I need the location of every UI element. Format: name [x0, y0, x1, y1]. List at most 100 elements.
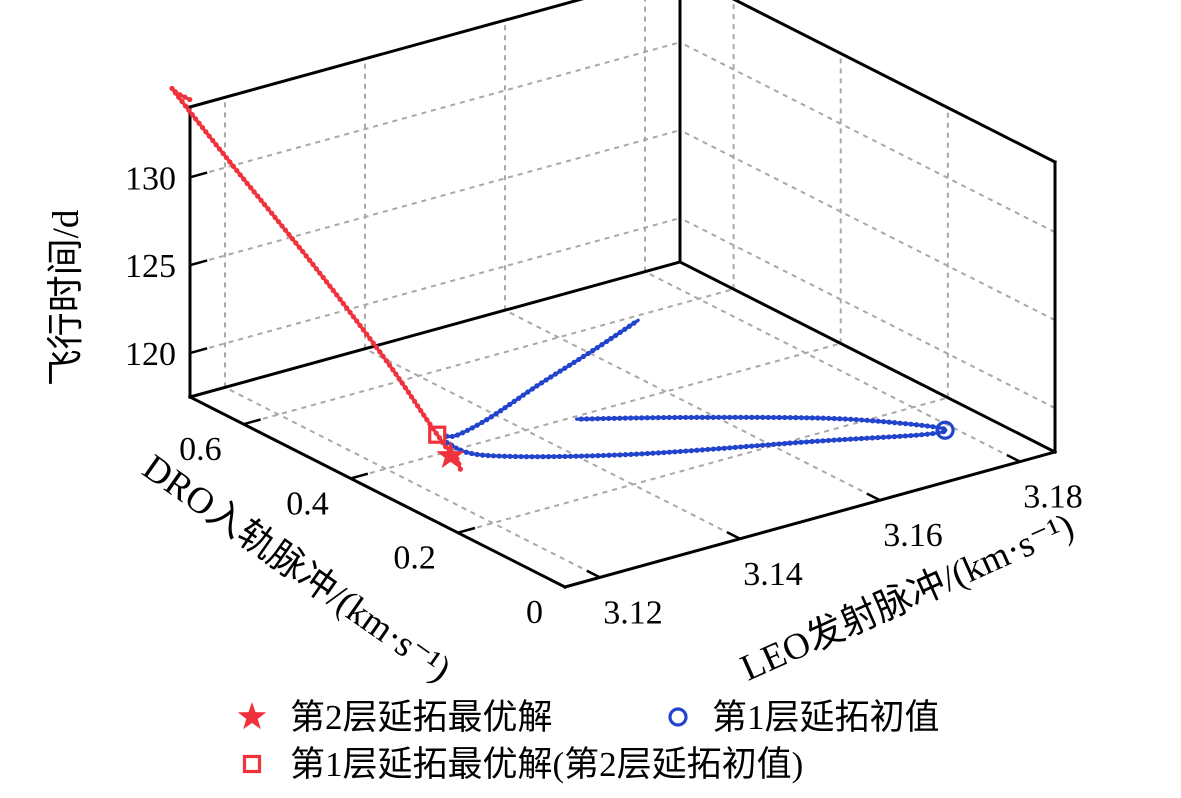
series-point — [182, 103, 189, 109]
series-point — [919, 422, 925, 428]
series-point — [573, 453, 579, 459]
series-point — [251, 189, 257, 195]
series-point — [289, 236, 295, 242]
series-point — [924, 423, 931, 429]
series-0 — [169, 85, 463, 472]
series-point — [300, 248, 306, 255]
series-point — [479, 452, 486, 458]
series-point — [237, 172, 243, 178]
series-point — [357, 322, 363, 329]
back-grid-z — [189, 129, 681, 267]
series-point — [826, 415, 832, 421]
series-point — [255, 193, 261, 199]
series-point — [258, 197, 264, 203]
series-point — [705, 446, 711, 453]
series-point — [875, 418, 881, 424]
y-tick-label: 0.4 — [286, 485, 329, 522]
series-point — [776, 414, 782, 421]
series-point — [600, 415, 606, 422]
series-point — [792, 440, 799, 446]
series-point — [650, 415, 656, 421]
legend-symbol — [242, 754, 262, 774]
series-point — [743, 443, 749, 450]
series-point — [556, 453, 563, 460]
series-point — [408, 394, 415, 400]
series-point — [847, 436, 854, 442]
series-point — [727, 414, 733, 420]
series-point — [831, 415, 837, 422]
series-point — [360, 327, 366, 333]
series-point — [220, 150, 226, 156]
series-point — [683, 448, 689, 454]
series-point — [469, 425, 475, 431]
series-point — [327, 283, 333, 289]
series-point — [617, 415, 623, 421]
series-point — [837, 416, 843, 422]
series-point — [891, 420, 898, 426]
series-point — [402, 385, 408, 391]
series-point — [354, 318, 360, 324]
series-point — [754, 414, 760, 420]
series-point — [771, 441, 777, 447]
floor-grid-x — [224, 386, 601, 579]
series-point — [793, 415, 799, 421]
series-point — [405, 389, 412, 395]
series-point — [323, 279, 330, 285]
y-axis-line — [187, 394, 568, 590]
series-point — [545, 454, 552, 460]
series-point — [182, 94, 188, 100]
series-point — [803, 439, 810, 445]
series-point — [633, 451, 640, 457]
series-point — [584, 416, 590, 422]
series-point — [507, 453, 513, 460]
series-point — [710, 446, 716, 452]
series-point — [815, 415, 821, 421]
series-point — [463, 449, 469, 455]
series-point — [199, 124, 206, 131]
series-point — [390, 367, 396, 373]
series-point — [313, 266, 319, 272]
z-tick-mark — [189, 171, 208, 179]
series-point — [699, 447, 705, 453]
series-point — [661, 414, 667, 421]
legend-item-optimal-layer2: 第2层延拓最优解 — [237, 698, 553, 737]
layer2-optimal-star-marker — [436, 440, 465, 469]
series-point — [705, 414, 711, 420]
series-point — [644, 450, 651, 457]
series-point — [265, 206, 271, 212]
series-point — [613, 332, 619, 339]
series-point — [187, 96, 193, 103]
series-point — [320, 274, 326, 281]
series-point — [393, 371, 399, 377]
series-point — [716, 414, 722, 420]
series-point — [386, 362, 393, 368]
series-point — [469, 450, 475, 457]
series-point — [176, 94, 182, 100]
series-point — [738, 414, 744, 420]
series-point — [488, 414, 495, 420]
series-point — [864, 417, 870, 423]
series-point — [418, 407, 424, 414]
series-point — [244, 180, 250, 186]
series-point — [571, 359, 577, 365]
series-point — [798, 415, 804, 421]
legend-label: 第1层延拓最优解(第2层延拓初值) — [290, 745, 803, 784]
series-point — [897, 433, 903, 439]
series-point — [880, 434, 886, 440]
series-point — [655, 450, 662, 456]
series-point — [738, 444, 744, 450]
series-point — [633, 415, 639, 421]
side-grid-z — [679, 129, 1056, 322]
series-point — [760, 442, 766, 448]
series-point — [732, 414, 738, 420]
series-point — [666, 449, 673, 455]
back-grid-z — [189, 217, 681, 355]
series-point — [776, 441, 782, 447]
initial-value-circle-marker — [935, 420, 955, 440]
series-point — [908, 432, 914, 439]
series-1 — [444, 318, 640, 440]
y-tick-label: 0.2 — [393, 540, 436, 577]
series-point — [562, 365, 568, 371]
series-point — [886, 434, 892, 440]
series-point — [655, 415, 661, 421]
